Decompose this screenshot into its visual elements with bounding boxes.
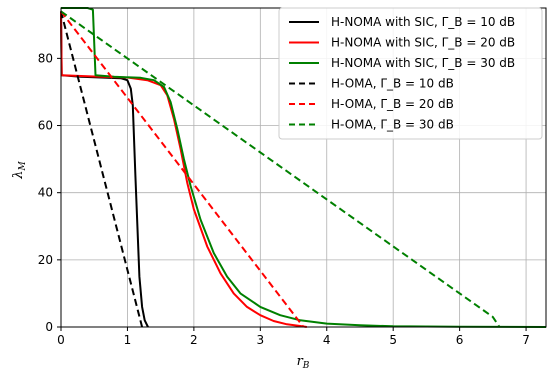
y-axis-label: λM <box>11 160 28 179</box>
legend-label-2: H-NOMA with SIC, Γ_B = 20 dB <box>331 36 515 50</box>
y-tick-label: 40 <box>38 186 53 200</box>
x-tick-label: 6 <box>456 333 464 347</box>
legend-label-3: H-NOMA with SIC, Γ_B = 30 dB <box>331 56 515 70</box>
x-tick-label: 1 <box>124 333 132 347</box>
legend: H-NOMA with SIC, Γ_B = 10 dB H-NOMA with … <box>279 8 542 139</box>
x-axis-label: rB <box>297 354 310 371</box>
y-tick-label: 80 <box>38 51 53 65</box>
y-tick-label: 0 <box>45 320 53 334</box>
y-tick-label: 20 <box>38 253 53 267</box>
legend-label-6: H-OMA, Γ_B = 30 dB <box>331 118 454 132</box>
legend-label-4: H-OMA, Γ_B = 10 dB <box>331 77 454 91</box>
legend-label-1: H-NOMA with SIC, Γ_B = 10 dB <box>331 15 515 29</box>
legend-label-5: H-OMA, Γ_B = 20 dB <box>331 97 454 111</box>
x-tick-label: 7 <box>522 333 530 347</box>
y-tick-label: 60 <box>38 119 53 133</box>
x-tick-label: 0 <box>57 333 65 347</box>
x-tick-label: 5 <box>389 333 397 347</box>
x-tick-label: 3 <box>256 333 264 347</box>
x-tick-label: 4 <box>323 333 331 347</box>
x-tick-label: 2 <box>190 333 198 347</box>
